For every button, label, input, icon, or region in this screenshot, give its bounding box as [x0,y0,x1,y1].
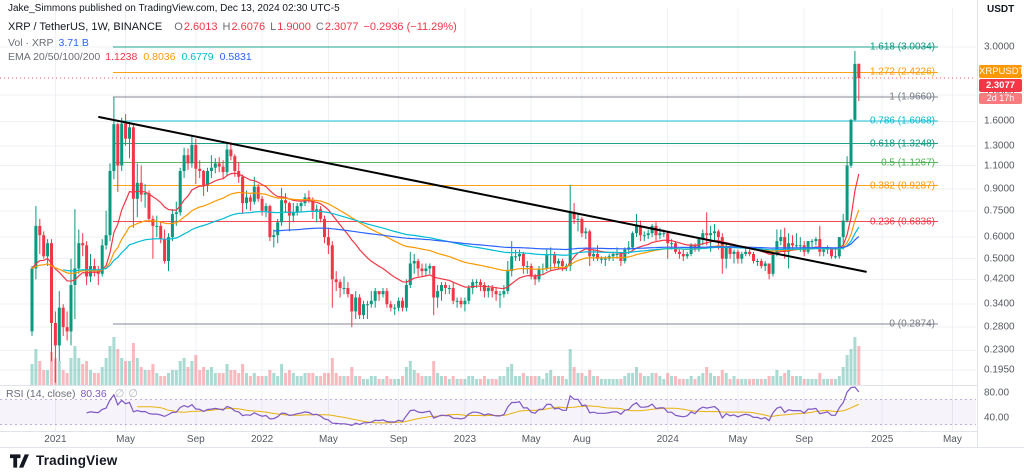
price-tick: 0.1950 [984,364,1015,376]
rsi-value: 80.36 [80,387,107,400]
footer: TradingView [0,448,1024,473]
time-label: Aug [572,434,591,445]
bar-countdown-badge: 2d 17h [979,93,1022,104]
tradingview-logo-icon[interactable] [10,453,29,468]
time-axis-separator [0,431,1024,432]
time-label: 2025 [871,434,894,445]
time-label: May [116,434,136,445]
rsi-tick: 40.00 [984,412,1010,424]
open-value: 2.6013 [183,21,218,33]
price-tick: 1.3000 [984,140,1015,152]
hidden-value-icon[interactable]: ∅ [128,388,138,400]
price-tick: 0.6000 [984,231,1015,243]
price-tick: 0.2300 [984,344,1015,356]
time-label: 2022 [250,434,274,445]
time-label: May [318,434,338,445]
close-label: C [315,21,324,33]
time-label: May [728,434,748,445]
time-label: 2023 [453,434,477,445]
tradingview-brand[interactable]: TradingView [36,453,118,468]
pane-separator[interactable] [0,385,1024,386]
low-value: 1.9000 [277,21,311,33]
price-tick: 3.0000 [984,41,1015,53]
volume-value: 3.71 B [58,37,89,49]
ema50-value: 0.8036 [143,51,176,63]
price-tick: 1.6000 [984,115,1015,127]
change-value: −0.2936 (−11.29%) [363,21,457,33]
last-price-badge: 2.3077 [979,79,1022,92]
close-value: 2.3077 [324,21,359,33]
high-label: H [222,21,231,33]
ema-legend[interactable]: EMA 20/50/100/200 1.1238 0.8036 0.6779 0… [8,51,252,63]
price-tick: 0.3400 [984,298,1015,310]
price-tick: 0.4200 [984,273,1015,285]
attribution: Jake_Simmons published on TradingView.co… [8,3,340,14]
time-label: Sep [389,434,408,445]
time-label: May [942,434,962,445]
time-label: Sep [795,434,814,445]
time-axis[interactable]: 2021 May Sep 2022 May Sep 2023 May Aug 2024 May Sep… [0,431,976,447]
rsi-tick: 80.00 [984,387,1010,399]
ema20-value: 1.1238 [105,51,138,63]
price-tick: 0.5000 [984,253,1015,265]
time-label: 2024 [656,434,679,445]
price-tick: 0.9000 [984,183,1015,195]
low-label: L [270,21,277,33]
time-label: 2021 [44,434,67,445]
price-axis[interactable]: USDT XRPUSDT 2.3077 2d 17h 3.00002.00001… [977,0,1024,447]
symbol-title: XRP / TetherUS, 1W, BINANCE [8,21,163,33]
ema100-value: 0.6779 [181,51,214,63]
volume-legend[interactable]: Vol · XRP 3.71 B [8,37,89,49]
ema-label: EMA 20/50/100/200 [8,51,101,63]
rsi-label: RSI (14, close) [6,387,76,400]
symbol-legend[interactable]: XRP / TetherUS, 1W, BINANCE O 2.6013 H 2.6… [8,21,457,33]
high-value: 2.6076 [231,21,266,33]
price-tick: 0.2800 [984,321,1015,333]
axis-currency-label: USDT [987,4,1015,15]
rsi-legend[interactable]: RSI (14, close) 80.36 ∅ ∅ [6,387,142,401]
time-label: May [521,434,541,445]
volume-label: Vol · XRP [8,37,54,49]
ema200-value: 0.5831 [219,51,252,63]
price-tick: 1.1000 [984,160,1015,171]
time-label: Sep [186,434,205,445]
footer-separator [0,447,1024,448]
price-tick: 0.7500 [984,205,1015,217]
open-label: O [174,21,183,33]
hidden-value-icon[interactable]: ∅ [114,388,125,400]
symbol-axis-badge: XRPUSDT [979,65,1024,78]
